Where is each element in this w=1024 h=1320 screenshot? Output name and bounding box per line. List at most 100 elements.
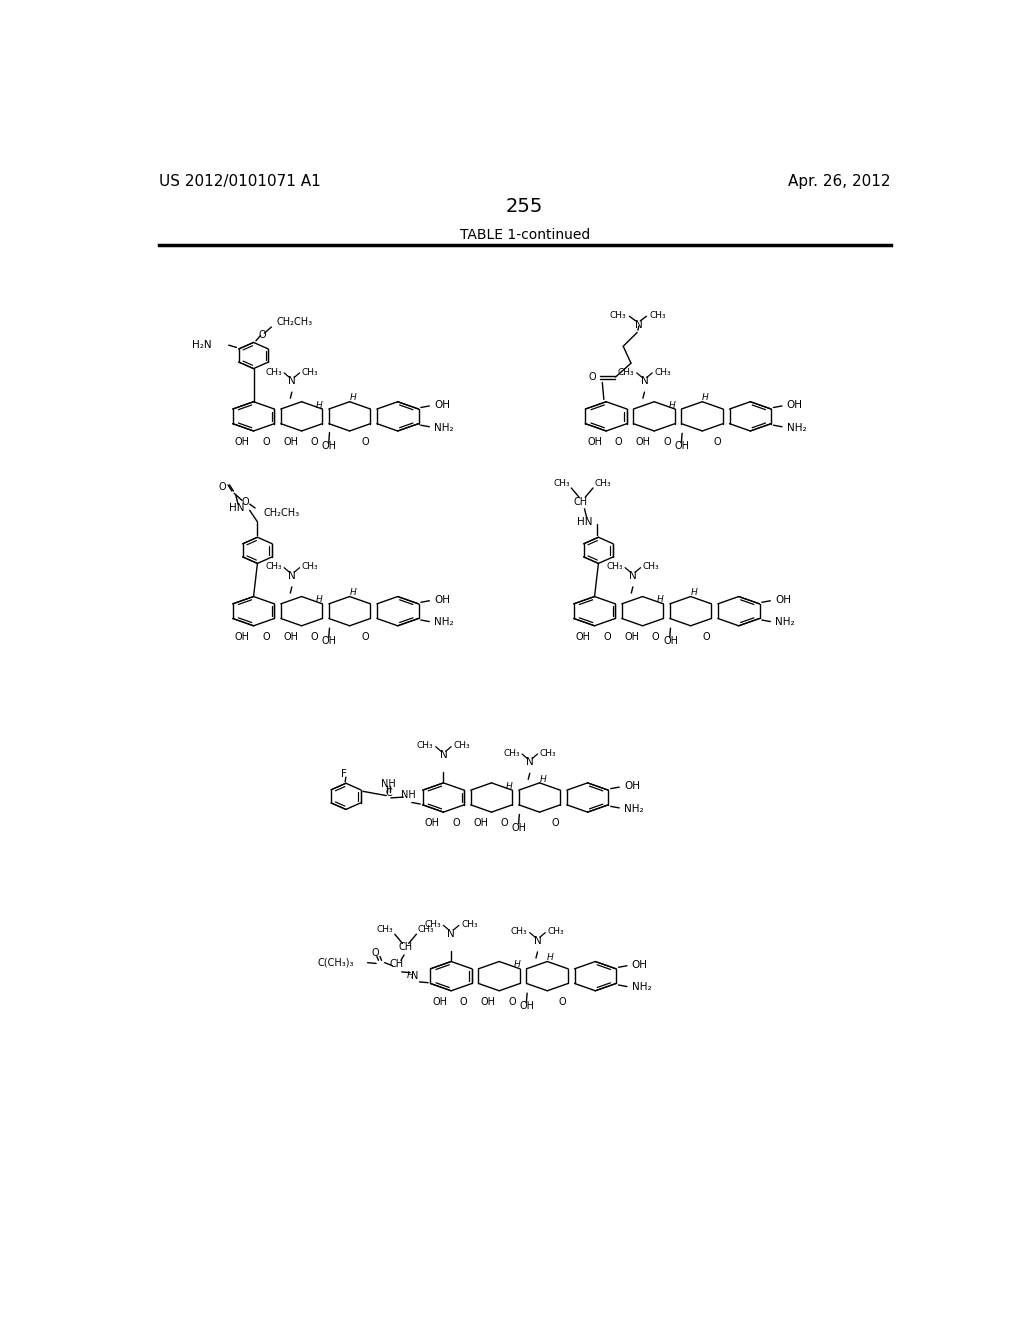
Text: US 2012/0101071 A1: US 2012/0101071 A1 (159, 174, 321, 189)
Text: C: C (385, 788, 392, 799)
Text: 255: 255 (506, 197, 544, 215)
Text: CH: CH (389, 960, 403, 969)
Text: HN: HN (228, 503, 245, 513)
Text: O: O (589, 372, 596, 381)
Text: CH₃: CH₃ (643, 562, 659, 572)
Text: OH: OH (322, 636, 337, 647)
Text: O: O (361, 631, 369, 642)
Text: OH: OH (284, 631, 298, 642)
Text: H: H (407, 972, 414, 981)
Text: N: N (439, 750, 447, 760)
Text: CH₃: CH₃ (265, 367, 282, 376)
Text: O: O (652, 631, 659, 642)
Text: CH₃: CH₃ (503, 748, 520, 758)
Text: H: H (316, 595, 323, 605)
Text: OH: OH (636, 437, 651, 446)
Text: CH₃: CH₃ (302, 367, 318, 376)
Text: O: O (559, 997, 566, 1007)
Text: H: H (349, 393, 356, 403)
Text: CH₃: CH₃ (418, 925, 434, 935)
Text: H: H (690, 589, 697, 597)
Text: CH₃: CH₃ (553, 479, 569, 488)
Text: CH₂CH₃: CH₂CH₃ (263, 508, 300, 519)
Text: NH₂: NH₂ (434, 422, 454, 433)
Text: CH₃: CH₃ (377, 925, 393, 935)
Text: OH: OH (625, 631, 639, 642)
Text: OH: OH (481, 997, 496, 1007)
Text: OH: OH (512, 822, 527, 833)
Text: O: O (311, 437, 318, 446)
Text: O: O (218, 482, 225, 492)
Text: Apr. 26, 2012: Apr. 26, 2012 (788, 174, 891, 189)
Text: OH: OH (675, 441, 689, 451)
Text: CH₃: CH₃ (461, 920, 478, 929)
Text: N: N (526, 758, 534, 767)
Text: O: O (372, 949, 379, 958)
Text: O: O (501, 818, 509, 828)
Text: OH: OH (575, 631, 591, 642)
Text: O: O (258, 330, 266, 339)
Text: OH: OH (786, 400, 803, 411)
Text: OH: OH (587, 437, 602, 446)
Text: OH: OH (632, 960, 647, 970)
Text: H: H (316, 401, 323, 409)
Text: OH: OH (775, 595, 791, 605)
Text: NH₂: NH₂ (786, 422, 806, 433)
Text: TABLE 1-continued: TABLE 1-continued (460, 228, 590, 243)
Text: OH: OH (284, 437, 298, 446)
Text: N: N (635, 319, 643, 330)
Text: F: F (341, 770, 347, 779)
Text: O: O (452, 818, 460, 828)
Text: CH: CH (398, 942, 413, 952)
Text: O: O (551, 818, 559, 828)
Text: CH₃: CH₃ (609, 312, 627, 319)
Text: O: O (614, 437, 623, 446)
Text: CH₃: CH₃ (649, 312, 667, 319)
Text: O: O (262, 631, 269, 642)
Text: CH₃: CH₃ (265, 562, 282, 572)
Text: O: O (262, 437, 269, 446)
Text: O: O (509, 997, 516, 1007)
Text: CH₃: CH₃ (548, 928, 564, 936)
Text: CH₃: CH₃ (595, 479, 611, 488)
Text: CH₃: CH₃ (540, 748, 556, 758)
Text: CH₃: CH₃ (606, 562, 623, 572)
Text: OH: OH (234, 437, 250, 446)
Text: OH: OH (624, 781, 640, 791)
Text: O: O (460, 997, 467, 1007)
Text: OH: OH (432, 997, 447, 1007)
Text: H: H (349, 589, 356, 597)
Text: H₂N: H₂N (193, 341, 212, 350)
Text: OH: OH (234, 631, 250, 642)
Text: OH: OH (663, 636, 678, 647)
Text: NH: NH (381, 779, 396, 789)
Text: N: N (412, 970, 419, 981)
Text: O: O (603, 631, 610, 642)
Text: CH₃: CH₃ (425, 920, 441, 929)
Text: O: O (361, 437, 369, 446)
Text: C(CH₃)₃: C(CH₃)₃ (317, 958, 353, 968)
Text: OH: OH (322, 441, 337, 451)
Text: H: H (506, 781, 513, 791)
Text: OH: OH (519, 1001, 535, 1011)
Text: CH₃: CH₃ (417, 742, 433, 750)
Text: H: H (669, 401, 675, 409)
Text: OH: OH (424, 818, 439, 828)
Text: O: O (714, 437, 722, 446)
Text: H: H (657, 595, 664, 605)
Text: CH₃: CH₃ (302, 562, 318, 572)
Text: H: H (514, 961, 520, 969)
Text: O: O (664, 437, 671, 446)
Text: N: N (447, 929, 455, 939)
Text: OH: OH (434, 595, 450, 605)
Text: OH: OH (434, 400, 450, 411)
Text: NH₂: NH₂ (434, 618, 454, 627)
Text: N: N (534, 936, 542, 946)
Text: NH₂: NH₂ (624, 804, 643, 813)
Text: H: H (547, 953, 554, 962)
Text: N: N (641, 376, 648, 387)
Text: CH₃: CH₃ (654, 367, 671, 376)
Text: NH₂: NH₂ (775, 618, 795, 627)
Text: CH₃: CH₃ (454, 742, 470, 750)
Text: OH: OH (473, 818, 488, 828)
